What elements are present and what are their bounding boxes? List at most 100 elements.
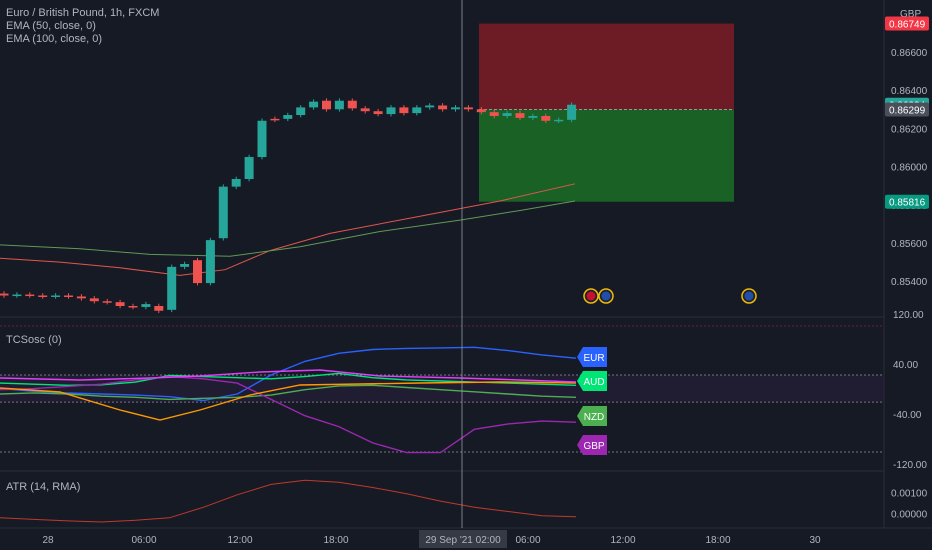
time-tick-label: 06:00	[131, 535, 156, 546]
price-badge-text: 0.86299	[889, 105, 926, 116]
candle-body	[322, 100, 331, 110]
time-tick-label: 18:00	[323, 535, 348, 546]
price-badge-bg	[885, 102, 929, 117]
osc-legend[interactable]: TCSosc (0)	[6, 334, 62, 346]
candle-body	[296, 107, 306, 116]
time-tick-label: 12:00	[610, 535, 635, 546]
candle-body	[244, 157, 254, 180]
ema50-legend[interactable]: EMA (50, close, 0)	[6, 20, 96, 32]
candle-body	[205, 240, 215, 284]
osc-line-extra	[0, 381, 577, 421]
currency-label-text: AUD	[583, 377, 604, 388]
gb-flag-icon[interactable]	[583, 288, 599, 304]
osc-tick-label: 40.00	[893, 360, 918, 371]
price-tick-label: 0.86000	[891, 163, 928, 174]
currency-label-text: GBP	[583, 441, 604, 452]
currency-label-text: EUR	[583, 353, 604, 364]
candle-body	[76, 296, 86, 299]
stop-price-badge: 0.86749	[885, 16, 929, 31]
candle-body	[115, 302, 125, 306]
candle-body	[51, 295, 61, 297]
price-badge-bg	[885, 16, 929, 31]
candle-body	[167, 266, 177, 310]
osc-line-nzd	[0, 384, 577, 401]
candle-body	[257, 120, 267, 158]
price-tick-label: 0.86200	[891, 124, 928, 135]
candle-body	[554, 119, 564, 122]
currency-label-gbp: GBP	[577, 435, 607, 455]
osc-line-gbp	[0, 375, 577, 454]
candle-body	[102, 301, 112, 303]
osc-line-extra	[0, 369, 577, 383]
time-tick-label: 12:00	[227, 535, 252, 546]
crosshair-time-label: 29 Sep '21 02:00	[419, 530, 507, 548]
price-tick-label: 0.85400	[891, 277, 928, 288]
candle-body	[386, 107, 396, 115]
price-tick-label: 0.86400	[891, 86, 928, 97]
atr-line	[0, 479, 577, 523]
candle-body	[360, 108, 370, 112]
price-badge-text: 0.85816	[889, 198, 926, 209]
candle-body	[128, 306, 138, 308]
candle-body	[489, 112, 499, 116]
candle-body	[515, 113, 525, 118]
candle-body	[25, 294, 35, 297]
candle-body	[270, 118, 280, 121]
take-profit-zone	[479, 109, 734, 202]
candle-body	[425, 105, 435, 108]
eu-flag-icon[interactable]	[598, 288, 614, 304]
candle-body	[283, 115, 293, 119]
eu-flag-icon[interactable]	[741, 288, 757, 304]
price-badge-bg	[885, 194, 929, 209]
candle-body	[463, 107, 473, 110]
currency-label-bg	[577, 435, 607, 455]
candle-body	[438, 105, 448, 110]
icon-fill	[586, 291, 596, 301]
osc-tick-label: -120.00	[893, 460, 927, 471]
entry-price-badge: 0.86299	[885, 102, 929, 117]
candle-body	[528, 115, 538, 118]
time-tick-label: 18:00	[705, 535, 730, 546]
time-tick-label: 28	[42, 535, 54, 546]
candle-body	[38, 295, 48, 297]
candle-body	[193, 260, 202, 284]
currency-label-aud: AUD	[577, 371, 607, 391]
candle-body	[373, 111, 383, 115]
price-tick-label: 0.86600	[891, 48, 928, 59]
time-tick-label: 06:00	[515, 535, 540, 546]
currency-label-text: NZD	[584, 412, 605, 423]
icon-fill	[601, 291, 611, 301]
candle-body	[476, 109, 486, 113]
candle-body	[399, 107, 409, 114]
candle-body	[218, 186, 228, 239]
candle-body	[451, 107, 460, 110]
ema100-line	[0, 200, 576, 257]
candle-body	[64, 295, 73, 297]
osc-line-eur	[0, 346, 577, 402]
atr-legend[interactable]: ATR (14, RMA)	[6, 481, 81, 493]
currency-label-bg	[577, 371, 607, 391]
candle-body	[12, 294, 22, 297]
candle-body	[541, 115, 551, 121]
main-legend: Euro / British Pound, 1h, FXCM EMA (50, …	[6, 7, 159, 46]
stop-loss-zone	[479, 23, 734, 110]
price-badge-text: 0.86749	[889, 20, 926, 31]
candle-body	[502, 113, 512, 116]
target-price-badge: 0.85816	[885, 194, 929, 209]
candle-body	[89, 298, 99, 302]
atr-tick-label: 0.00100	[891, 489, 928, 500]
ema100-legend[interactable]: EMA (100, close, 0)	[6, 33, 102, 45]
crosshair-time-text: 29 Sep '21 02:00	[425, 535, 501, 546]
currency-label: GBP	[900, 9, 921, 20]
candle-body	[154, 306, 164, 311]
candle-body	[141, 304, 151, 307]
osc-tick-label: 120.00	[893, 310, 924, 321]
currency-label-bg	[577, 347, 607, 367]
candle-body	[567, 104, 577, 120]
candle-body	[0, 293, 9, 296]
symbol-title: Euro / British Pound, 1h, FXCM	[6, 7, 160, 19]
ema50-line	[0, 183, 576, 276]
currency-label-bg	[577, 406, 607, 426]
price-tick-label: 0.85600	[891, 239, 928, 250]
